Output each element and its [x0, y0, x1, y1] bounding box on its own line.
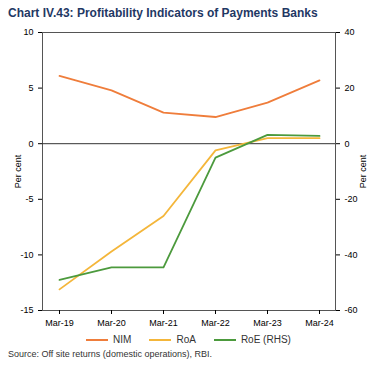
svg-text:-20: -20 — [345, 194, 358, 204]
svg-text:20: 20 — [345, 83, 355, 93]
svg-text:10: 10 — [23, 27, 33, 37]
svg-text:Mar-24: Mar-24 — [305, 318, 334, 328]
svg-text:Mar-19: Mar-19 — [45, 318, 74, 328]
html-text:RoA: RoA — [176, 334, 196, 345]
svg-text:Per cent: Per cent — [13, 154, 23, 188]
svg-text:40: 40 — [345, 27, 355, 37]
svg-text:-40: -40 — [345, 250, 358, 260]
svg-text:Mar-20: Mar-20 — [97, 318, 126, 328]
svg-text:-5: -5 — [25, 194, 33, 204]
svg-text:-10: -10 — [20, 250, 33, 260]
svg-text:Mar-21: Mar-21 — [149, 318, 178, 328]
svg-text:-60: -60 — [345, 305, 358, 315]
svg-text:0: 0 — [28, 139, 33, 149]
html-text:Source: Off site returns (dome: Source: Off site returns (domestic opera… — [8, 349, 212, 359]
svg-text:Per cent: Per cent — [358, 154, 368, 188]
svg-text:Mar-22: Mar-22 — [201, 318, 230, 328]
html-text:Chart IV.43: Profitability Ind: Chart IV.43: Profitability Indicators of… — [8, 6, 318, 20]
html-text:RoE (RHS): RoE (RHS) — [240, 334, 291, 345]
svg-text:-15: -15 — [20, 305, 33, 315]
svg-text:Mar-23: Mar-23 — [253, 318, 282, 328]
svg-text:5: 5 — [28, 83, 33, 93]
svg-text:0: 0 — [345, 139, 350, 149]
html-text:NIM: NIM — [113, 334, 132, 345]
